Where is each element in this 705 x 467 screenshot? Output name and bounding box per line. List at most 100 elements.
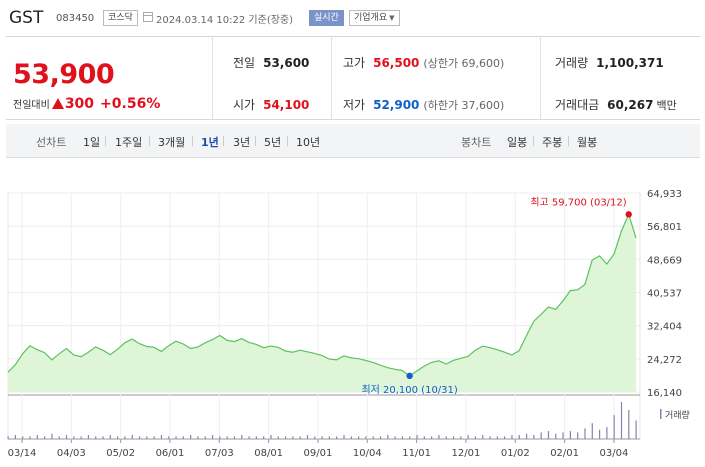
x-tick-label: 01/02 bbox=[501, 448, 530, 459]
tab-3m[interactable]: 3개월 bbox=[158, 136, 186, 149]
y-tick-label: 32,404 bbox=[647, 322, 682, 333]
price-area bbox=[8, 214, 636, 392]
lower-limit: (하한가 37,600) bbox=[423, 99, 505, 112]
divider bbox=[212, 37, 213, 120]
volume-bar bbox=[73, 436, 75, 439]
volume-bar bbox=[36, 435, 38, 439]
volume-bar bbox=[613, 415, 615, 439]
tab-monthly-candle[interactable]: 월봉 bbox=[577, 136, 598, 149]
tab-1y[interactable]: 1년 bbox=[201, 136, 219, 149]
x-tick-label: 08/01 bbox=[254, 448, 283, 459]
price-chart[interactable]: 64,933 56,801 48,669 40,537 32,404 24,272 16,1… bbox=[0, 183, 705, 467]
tab-5y[interactable]: 5년 bbox=[264, 136, 282, 149]
volume-bar bbox=[255, 436, 257, 439]
change-amount: 300 bbox=[64, 96, 95, 112]
volume-bar bbox=[365, 436, 367, 439]
divider bbox=[540, 37, 541, 120]
y-tick-label: 56,801 bbox=[647, 222, 682, 233]
stat-label: 저가 bbox=[343, 98, 366, 112]
volume-bar bbox=[584, 428, 586, 439]
realtime-button[interactable]: 실시간 bbox=[309, 10, 344, 26]
change-label: 전일대비 bbox=[13, 100, 50, 111]
tab-divider bbox=[105, 136, 106, 146]
chart-annotations: 최고 59,700 (03/12) 최저 20,100 (10/31) 거래량 bbox=[361, 196, 689, 421]
volume-bar bbox=[328, 436, 331, 439]
volume-bar bbox=[211, 435, 214, 439]
volume-bar bbox=[518, 435, 520, 439]
volume-bar bbox=[438, 435, 440, 439]
volume-bar bbox=[372, 436, 374, 439]
volume-bar bbox=[591, 423, 593, 439]
tab-divider bbox=[149, 136, 150, 146]
up-triangle-icon bbox=[51, 98, 64, 109]
volume-bar bbox=[44, 436, 46, 439]
stat-open: 시가 54,100 bbox=[233, 96, 309, 113]
y-axis-labels: 64,933 56,801 48,669 40,537 32,404 24,272 16,1… bbox=[647, 189, 682, 399]
company-overview-button[interactable]: 기업개요 ▼ bbox=[349, 10, 400, 26]
volume-bar bbox=[467, 435, 469, 439]
volume-bar bbox=[51, 433, 53, 439]
high-annotation: 최고 59,700 (03/12) bbox=[530, 196, 626, 208]
volume-bar bbox=[379, 436, 382, 439]
volume-bar bbox=[409, 436, 411, 439]
volume-bar bbox=[87, 435, 90, 439]
tab-divider bbox=[223, 136, 224, 146]
volume-bar bbox=[146, 436, 148, 439]
volume-bar bbox=[577, 432, 579, 439]
divider bbox=[331, 37, 332, 120]
tab-1w[interactable]: 1주일 bbox=[115, 136, 143, 149]
stat-label: 시가 bbox=[233, 98, 256, 112]
volume-bar bbox=[160, 435, 163, 439]
current-price: 53,900 bbox=[13, 59, 115, 90]
y-tick-label: 40,537 bbox=[647, 289, 682, 300]
volume-bar bbox=[102, 436, 104, 439]
volume-bar bbox=[248, 436, 250, 439]
x-tick-label: 11/01 bbox=[402, 448, 431, 459]
quote-datetime: 2024.03.14 10:22 기준(장중) bbox=[156, 15, 294, 26]
stat-label: 거래량 bbox=[555, 56, 589, 70]
x-tick-label: 02/01 bbox=[550, 448, 579, 459]
volume-bar bbox=[416, 435, 418, 439]
volume-label: 거래량 bbox=[665, 409, 690, 421]
caret-down-icon: ▼ bbox=[389, 14, 395, 22]
tab-weekly-candle[interactable]: 주봉 bbox=[542, 136, 563, 149]
tab-divider bbox=[533, 136, 534, 146]
volume-bar bbox=[233, 436, 236, 439]
volume-bar bbox=[22, 436, 24, 439]
volume-bar bbox=[58, 436, 60, 439]
volume-bar bbox=[321, 436, 323, 439]
x-tick-label: 10/04 bbox=[353, 448, 382, 459]
tab-10y[interactable]: 10년 bbox=[296, 136, 321, 149]
volume-bar bbox=[555, 433, 557, 439]
volume-bar bbox=[219, 436, 221, 439]
low-marker bbox=[406, 372, 413, 380]
x-tick-label: 04/03 bbox=[57, 448, 86, 459]
stat-value: 1,100,371 bbox=[596, 56, 664, 70]
volume-bar bbox=[482, 435, 484, 439]
volume-bar bbox=[197, 436, 199, 439]
volume-bar bbox=[423, 436, 425, 439]
volume-bars bbox=[7, 402, 637, 439]
volume-bar bbox=[7, 436, 9, 439]
tab-daily-candle[interactable]: 일봉 bbox=[507, 136, 528, 149]
stat-trade-value: 거래대금 60,267 백만 bbox=[555, 96, 677, 113]
tab-3y[interactable]: 3년 bbox=[233, 136, 251, 149]
tab-1d[interactable]: 1일 bbox=[83, 136, 101, 149]
stat-unit: 백만 bbox=[656, 99, 677, 112]
x-tick-label: 05/02 bbox=[106, 448, 135, 459]
volume-bar bbox=[277, 436, 279, 439]
stat-label: 고가 bbox=[343, 56, 366, 70]
company-overview-label: 기업개요 bbox=[354, 13, 388, 23]
volume-bar bbox=[496, 436, 498, 439]
price-line bbox=[7, 212, 637, 377]
volume-bar bbox=[606, 427, 608, 439]
volume-bar bbox=[117, 436, 119, 439]
high-marker bbox=[625, 211, 632, 218]
volume-bar bbox=[14, 435, 17, 439]
change-percent: +0.56% bbox=[100, 96, 161, 112]
stat-high: 고가 56,500 (상한가 69,600) bbox=[343, 54, 504, 71]
x-tick-label: 03/04 bbox=[600, 448, 629, 459]
volume-bar bbox=[314, 436, 316, 439]
volume-bar bbox=[445, 436, 447, 439]
tab-divider bbox=[287, 136, 288, 146]
